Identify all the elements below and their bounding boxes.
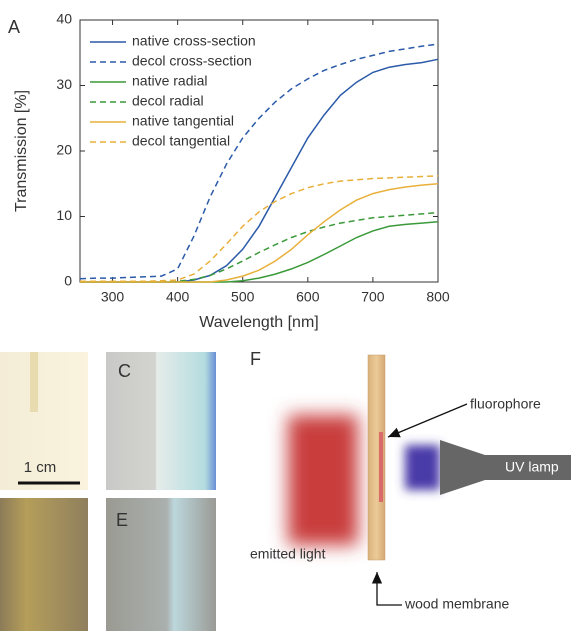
- y-tick-label: 10: [56, 207, 72, 223]
- series-line: [79, 43, 439, 280]
- panel-label: C: [118, 361, 131, 381]
- photo-streak: [30, 352, 38, 412]
- arrow: [371, 572, 402, 606]
- wood-membrane: [367, 354, 386, 561]
- panel-label: F: [250, 349, 261, 369]
- fluorophore: [379, 432, 383, 502]
- y-tick-label: 30: [56, 76, 72, 92]
- series-line: [80, 211, 439, 283]
- photo: [0, 352, 88, 490]
- photo: [0, 498, 88, 631]
- x-tick-label: 400: [166, 289, 190, 305]
- panel-label: E: [116, 510, 128, 530]
- panel-label: A: [8, 17, 20, 37]
- legend-label: decol tangential: [132, 133, 230, 149]
- emitted-light: [288, 415, 358, 545]
- y-tick-label: 0: [64, 273, 72, 289]
- x-tick-label: 300: [101, 289, 125, 305]
- label: wood membrane: [404, 596, 509, 612]
- legend-label: decol radial: [132, 93, 204, 109]
- uv-lamp: [440, 440, 571, 495]
- legend-label: native cross-section: [132, 33, 256, 49]
- y-tick-label: 40: [56, 11, 72, 27]
- photo: [106, 498, 216, 631]
- x-axis-label: Wavelength [nm]: [199, 314, 318, 331]
- x-tick-label: 700: [361, 289, 385, 305]
- series-line: [80, 183, 439, 283]
- label: emitted light: [250, 546, 326, 562]
- plot: 0 10 20 30 40 300 400 500 600 700 800 Wavelength [n…: [13, 11, 450, 332]
- legend-label: native radial: [132, 73, 208, 89]
- photo: [106, 352, 216, 490]
- scale-bar-label: 1 cm: [24, 459, 57, 476]
- label: fluorophore: [470, 396, 541, 412]
- legend-label: decol cross-section: [132, 53, 252, 69]
- y-axis-label: Transmission [%]: [13, 90, 30, 212]
- y-tick-label: 20: [56, 142, 72, 158]
- arrow: [387, 403, 468, 438]
- x-tick-label: 800: [426, 289, 450, 305]
- lamp-label: UV lamp: [505, 459, 559, 475]
- x-tick-label: 600: [296, 289, 320, 305]
- series-line: [80, 175, 439, 283]
- uv-light: [405, 445, 440, 490]
- legend-label: native tangential: [132, 113, 234, 129]
- x-tick-label: 500: [231, 289, 255, 305]
